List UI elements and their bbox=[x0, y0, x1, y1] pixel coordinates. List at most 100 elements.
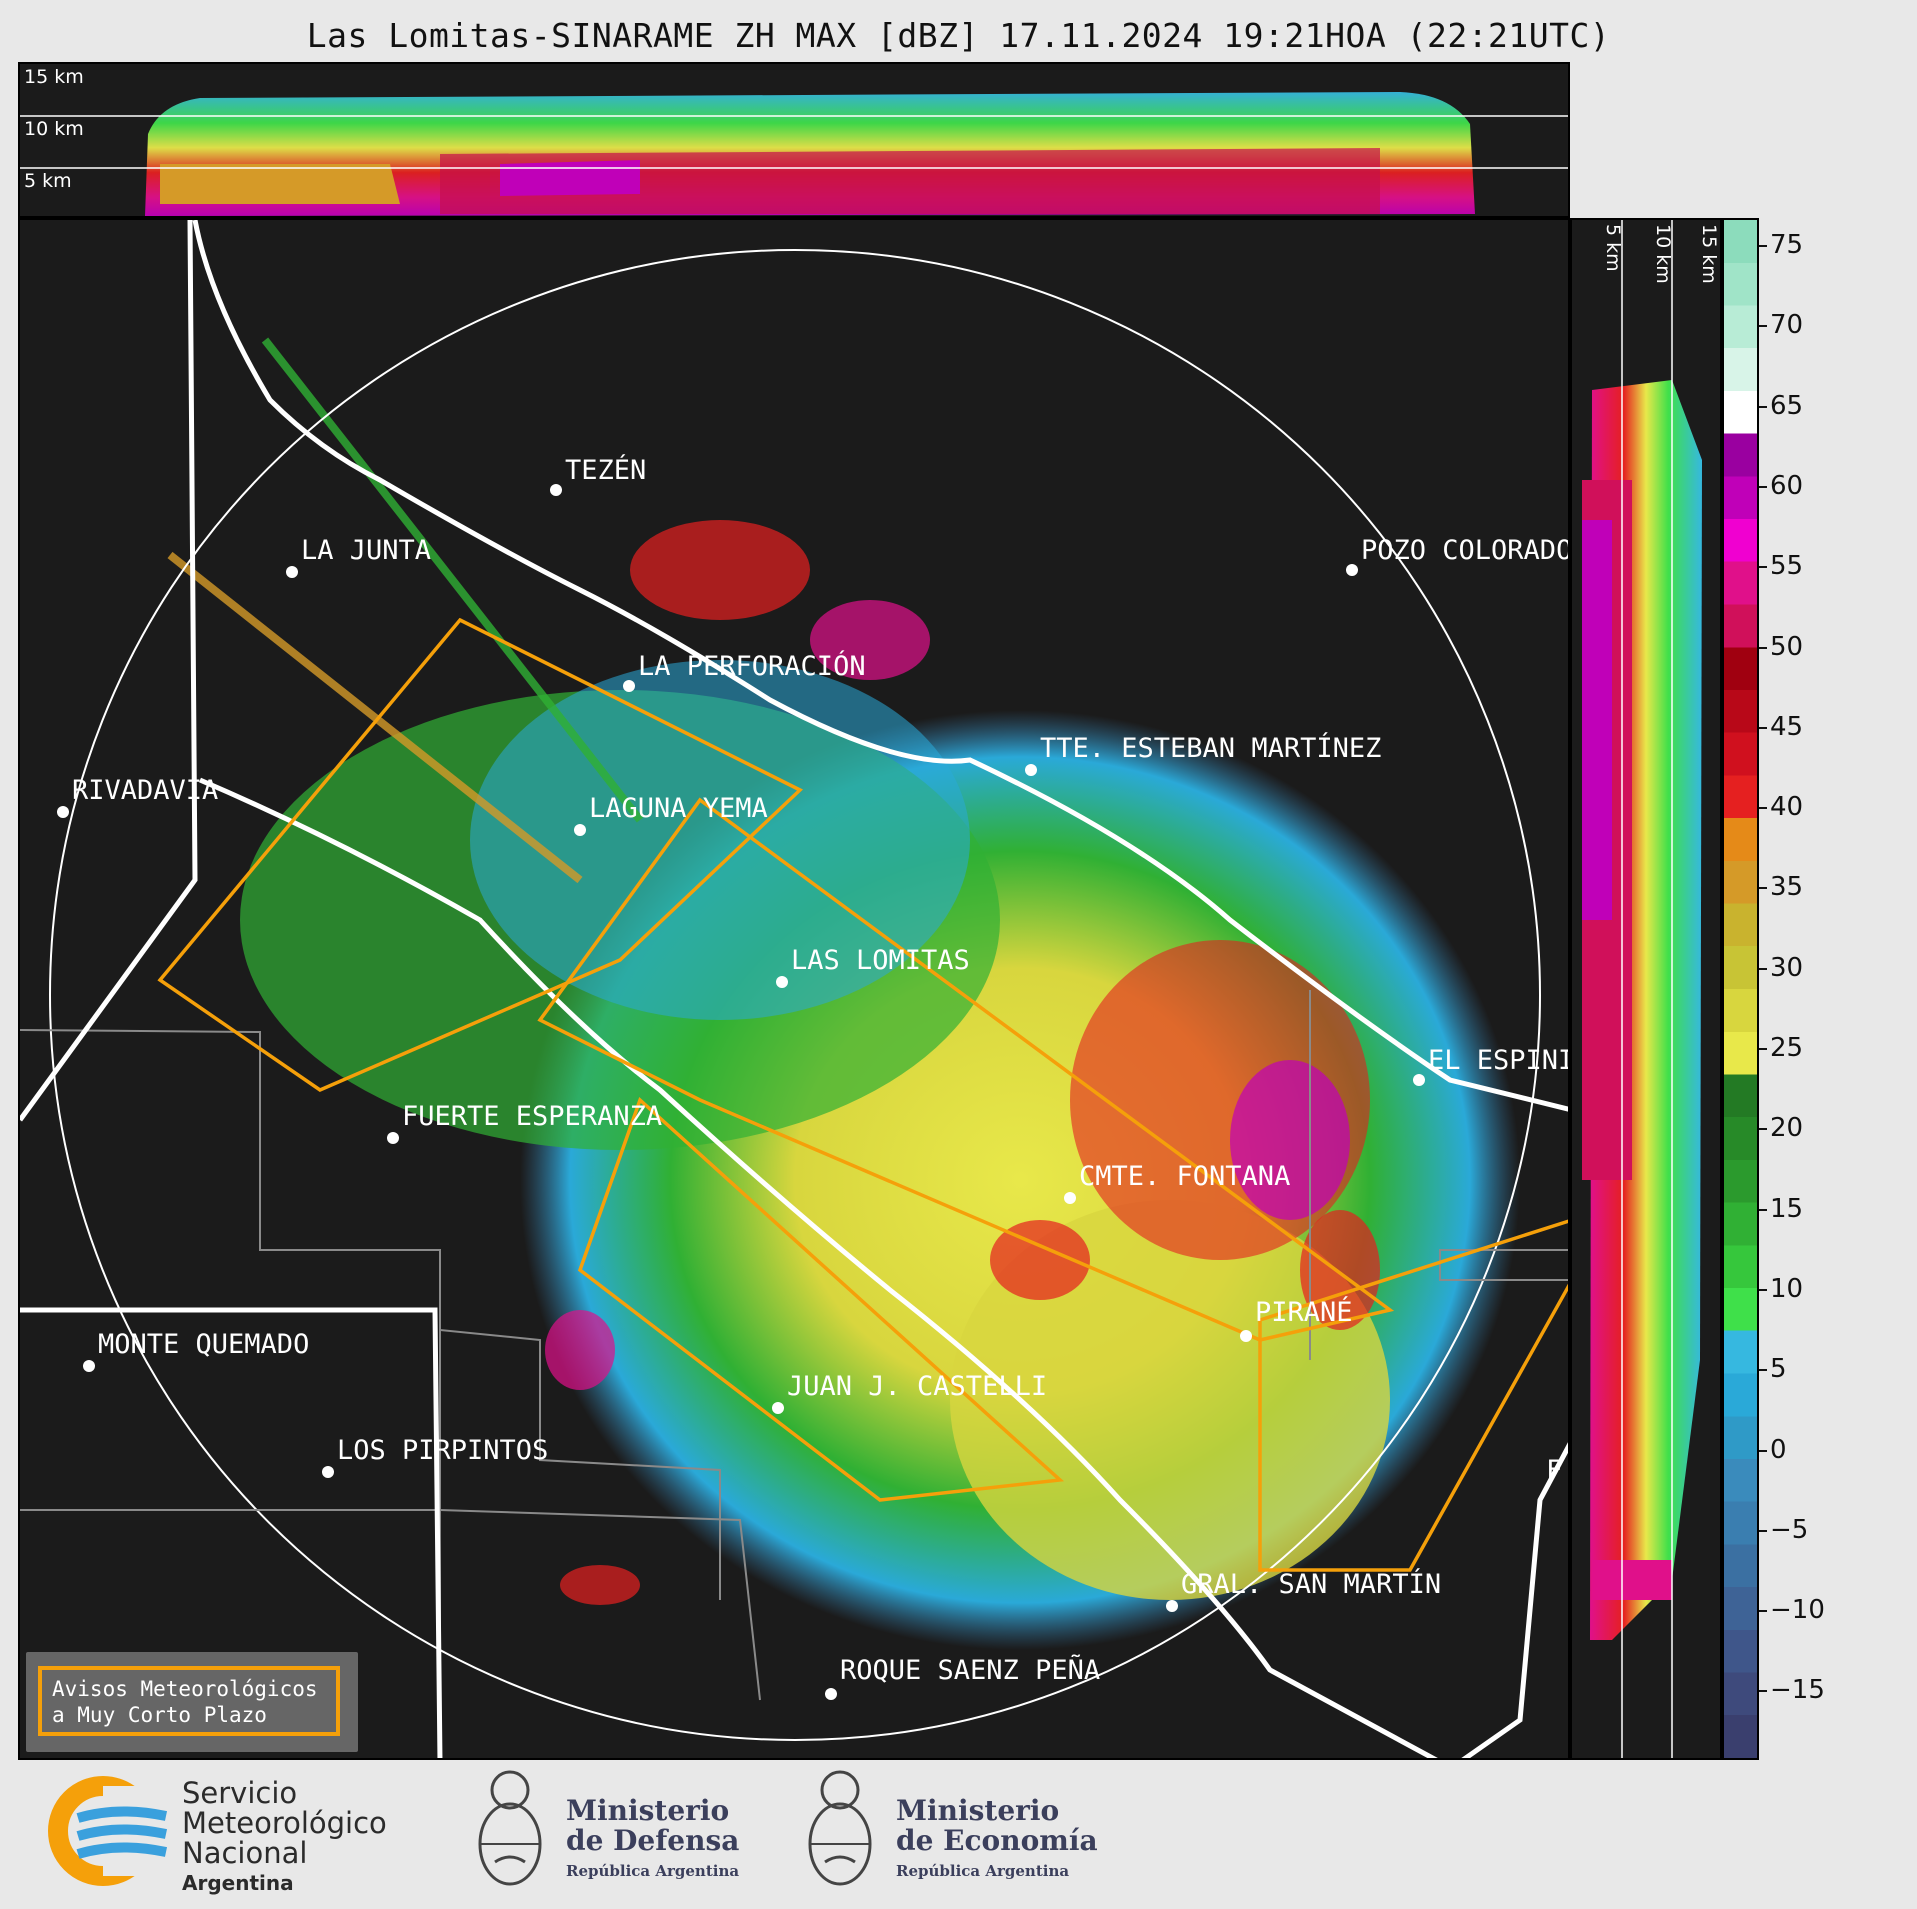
top-profile-graphic bbox=[20, 92, 1568, 216]
side-profile-graphic bbox=[1582, 220, 1702, 1758]
colorbar-tick-label: 15 bbox=[1770, 1193, 1804, 1224]
legend-line-2: a Muy Corto Plazo bbox=[52, 1703, 267, 1727]
map-title: Las Lomitas-SINARAME ZH MAX [dBZ] 17.11.… bbox=[306, 16, 1611, 55]
city-dot bbox=[1064, 1192, 1076, 1204]
economia-line-1: Ministerio bbox=[896, 1794, 1060, 1827]
city-label: RIVADAVIA bbox=[72, 775, 219, 806]
colorbar-tick-label: 60 bbox=[1770, 470, 1804, 501]
city-label: CMTE. FONTANA bbox=[1079, 1161, 1291, 1192]
colorbar-tick-mark bbox=[1759, 245, 1767, 247]
city-label: PIRANÉ bbox=[1255, 1297, 1353, 1328]
city-dot bbox=[574, 824, 586, 836]
city-label: LA JUNTA bbox=[301, 535, 432, 566]
colorbar-tick-label: 0 bbox=[1770, 1434, 1787, 1465]
city-label: F bbox=[1546, 1455, 1563, 1486]
city-dot bbox=[776, 976, 788, 988]
legend-line-1: Avisos Meteorológicos bbox=[52, 1677, 318, 1701]
city-label: FUERTE ESPERANZA bbox=[402, 1101, 663, 1132]
city-dot bbox=[772, 1402, 784, 1414]
colorbar-tick-label: 75 bbox=[1770, 230, 1804, 260]
city-dot bbox=[1025, 764, 1037, 776]
city-label: EL ESPINILLO bbox=[1428, 1045, 1568, 1076]
smn-sub: Argentina bbox=[182, 1871, 294, 1895]
city-dot bbox=[1413, 1074, 1425, 1086]
colorbar-tick-mark bbox=[1759, 1048, 1767, 1050]
top-height-profile: 15 km 10 km 5 km bbox=[18, 62, 1570, 218]
colorbar-tick-mark bbox=[1759, 1690, 1767, 1693]
height-label-5: 5 km bbox=[24, 170, 72, 192]
city-dot bbox=[322, 1466, 334, 1478]
colorbar-tick-mark bbox=[1759, 646, 1767, 649]
colorbar-tick-label: 45 bbox=[1770, 711, 1804, 742]
colorbar-tick-mark bbox=[1759, 566, 1767, 569]
defensa-sub: República Argentina bbox=[566, 1862, 740, 1880]
city-dot bbox=[1346, 564, 1358, 576]
colorbar-tick-mark bbox=[1759, 1369, 1767, 1372]
colorbar-tick-mark bbox=[1759, 1449, 1767, 1452]
city-dot bbox=[1166, 1600, 1178, 1612]
colorbar-tick-mark bbox=[1759, 1208, 1767, 1211]
warnings-legend: Avisos Meteorológicos a Muy Corto Plazo bbox=[26, 1652, 358, 1752]
economia-logo-text: Ministerio de Economía República Argenti… bbox=[896, 1796, 1098, 1886]
colorbar-tick-mark bbox=[1759, 887, 1767, 890]
colorbar-tick-label: 30 bbox=[1770, 952, 1804, 983]
colorbar-tick-mark bbox=[1759, 726, 1767, 729]
city-dot bbox=[83, 1360, 95, 1372]
city-dot bbox=[550, 484, 562, 496]
city-label: TTE. ESTEBAN MARTÍNEZ bbox=[1040, 733, 1382, 764]
economia-sub: República Argentina bbox=[896, 1862, 1070, 1880]
colorbar-tick-mark bbox=[1759, 1128, 1767, 1131]
city-dot bbox=[387, 1132, 399, 1144]
city-label: POZO COLORADO bbox=[1361, 535, 1570, 566]
height-label-10: 10 km bbox=[24, 118, 84, 140]
side-height-label-15: 15 km bbox=[1698, 224, 1720, 284]
colorbar-tick-label: 5 bbox=[1770, 1354, 1787, 1385]
colorbar-tick-label: 40 bbox=[1770, 792, 1804, 823]
colorbar-tick-mark bbox=[1759, 325, 1767, 328]
smn-line-1: Servicio bbox=[182, 1776, 298, 1810]
city-dot bbox=[57, 806, 69, 818]
city-dot bbox=[623, 680, 635, 692]
colorbar-tick-mark bbox=[1759, 485, 1767, 488]
side-height-profile: 5 km 10 km 15 km bbox=[1570, 218, 1722, 1760]
colorbar-tick-mark bbox=[1759, 1529, 1767, 1532]
side-height-label-10: 10 km bbox=[1652, 224, 1674, 284]
city-dot bbox=[1240, 1330, 1252, 1342]
radar-map-graphic bbox=[20, 220, 1568, 1758]
colorbar-tick-label: 25 bbox=[1770, 1033, 1804, 1063]
city-label: LA PERFORACIÓN bbox=[638, 651, 866, 682]
economia-coat-of-arms-icon bbox=[808, 1770, 872, 1886]
defensa-coat-of-arms-icon bbox=[478, 1770, 542, 1886]
city-dot bbox=[825, 1688, 837, 1700]
city-label: ROQUE SAENZ PEÑA bbox=[840, 1655, 1101, 1686]
warnings-legend-frame: Avisos Meteorológicos a Muy Corto Plazo bbox=[38, 1666, 340, 1736]
city-label: LOS PIRPINTOS bbox=[337, 1435, 549, 1466]
smn-logo-icon bbox=[48, 1776, 168, 1886]
smn-logo-text: Servicio Meteorológico Nacional Argentin… bbox=[182, 1778, 387, 1898]
colorbar-tick-label: 50 bbox=[1770, 631, 1804, 662]
radar-map[interactable]: TEZÉN LA JUNTA POZO COLORADO LA PERFORAC… bbox=[18, 218, 1570, 1760]
side-height-label-5: 5 km bbox=[1602, 224, 1624, 272]
colorbar-tick-mark bbox=[1759, 967, 1767, 970]
colorbar-tick-mark bbox=[1759, 807, 1767, 810]
city-label: MONTE QUEMADO bbox=[98, 1329, 310, 1360]
city-label: JUAN J. CASTELLI bbox=[787, 1371, 1048, 1402]
colorbar-tick-label: 70 bbox=[1770, 310, 1804, 341]
colorbar bbox=[1722, 218, 1759, 1760]
city-label: GRAL. SAN MARTÍN bbox=[1181, 1569, 1442, 1600]
colorbar-tick-mark bbox=[1759, 1288, 1767, 1291]
colorbar-tick-label: 35 bbox=[1770, 872, 1804, 903]
defensa-line-2: de Defensa bbox=[566, 1824, 740, 1857]
economia-line-2: de Economía bbox=[896, 1824, 1098, 1857]
city-label: TEZÉN bbox=[565, 455, 647, 486]
smn-line-2: Meteorológico bbox=[182, 1806, 387, 1840]
height-label-15: 15 km bbox=[24, 66, 84, 88]
colorbar-tick-label: 10 bbox=[1770, 1273, 1804, 1304]
defensa-logo-text: Ministerio de Defensa República Argentin… bbox=[566, 1796, 739, 1886]
smn-line-3: Nacional bbox=[182, 1836, 308, 1870]
colorbar-tick-label: 55 bbox=[1770, 551, 1804, 582]
city-dot bbox=[286, 566, 298, 578]
city-label: LAGUNA YEMA bbox=[589, 793, 768, 824]
colorbar-tick-label: −15 bbox=[1770, 1675, 1825, 1706]
defensa-line-1: Ministerio bbox=[566, 1794, 730, 1827]
